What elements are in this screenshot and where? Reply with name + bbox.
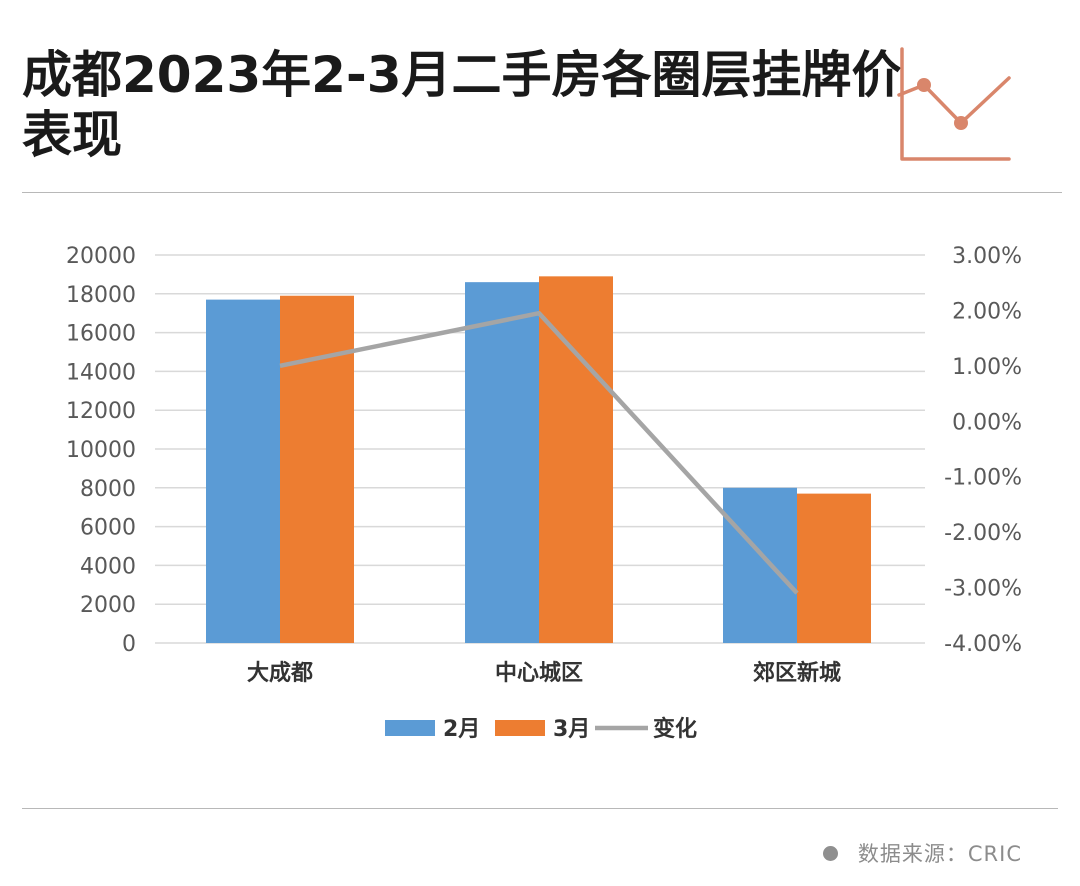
- left-axis-tick-label: 18000: [66, 283, 136, 308]
- change-line: [279, 310, 799, 595]
- footer-divider: [22, 808, 1058, 809]
- line-chart-icon: [897, 47, 1011, 161]
- right-axis-tick-label: -2.00%: [944, 521, 1022, 546]
- right-axis-tick-label: -1.00%: [944, 466, 1022, 491]
- bars: [206, 276, 871, 643]
- category-labels: 大成都 中心城区 郊区新城: [247, 660, 841, 686]
- legend: 2月 3月 变化: [385, 716, 697, 742]
- right-axis-tick-label: 2.00%: [952, 299, 1022, 324]
- left-axis-tick-label: 20000: [66, 244, 136, 269]
- right-axis-tick-label: -3.00%: [944, 577, 1022, 602]
- legend-swatch-mar: [495, 720, 545, 736]
- bar-feb: [206, 299, 280, 643]
- left-axis-tick-label: 12000: [66, 399, 136, 424]
- left-axis-tick-label: 10000: [66, 438, 136, 463]
- bar-feb: [465, 282, 539, 643]
- category-label: 大成都: [247, 661, 313, 686]
- right-axis-tick-label: -4.00%: [944, 632, 1022, 657]
- bar-line-chart: 0 2000 4000 6000 8000 10000 12000 14000 16000 180…: [66, 244, 1022, 742]
- bar-mar: [280, 295, 354, 643]
- left-axis-tick-label: 6000: [80, 516, 136, 541]
- left-axis-tick-label: 8000: [80, 477, 136, 502]
- left-axis-tick-label: 14000: [66, 360, 136, 385]
- legend-label-mar: 3月: [553, 717, 590, 742]
- bar-mar: [797, 493, 871, 643]
- left-axis-tick-label: 0: [122, 632, 136, 657]
- right-axis-tick-label: 1.00%: [952, 355, 1022, 380]
- right-axis-ticks: -4.00% -3.00% -2.00% -1.00% 0.00% 1.00% 2.00% 3…: [944, 244, 1022, 657]
- right-axis-tick-label: 0.00%: [952, 410, 1022, 435]
- chart-title: 成都2023年2-3月二手房各圈层挂牌价表现: [22, 46, 902, 164]
- left-axis-ticks: 0 2000 4000 6000 8000 10000 12000 14000 16000 180…: [66, 244, 136, 657]
- legend-label-change: 变化: [653, 716, 697, 742]
- right-axis-tick-label: 3.00%: [952, 244, 1022, 269]
- left-axis-tick-label: 2000: [80, 593, 136, 618]
- bar-feb: [723, 487, 797, 643]
- title-divider: [22, 192, 1062, 193]
- source-label: 数据来源：CRIC: [857, 842, 1022, 866]
- left-axis-tick-label: 16000: [66, 322, 136, 347]
- bar-mar: [539, 276, 613, 643]
- legend-swatch-feb: [385, 720, 435, 736]
- left-axis-tick-label: 4000: [80, 554, 136, 579]
- category-label: 中心城区: [495, 660, 583, 686]
- circle-bullet-icon: [822, 845, 838, 861]
- category-label: 郊区新城: [753, 660, 841, 686]
- legend-label-feb: 2月: [443, 717, 480, 742]
- data-source: 数据来源：CRIC: [822, 838, 1022, 868]
